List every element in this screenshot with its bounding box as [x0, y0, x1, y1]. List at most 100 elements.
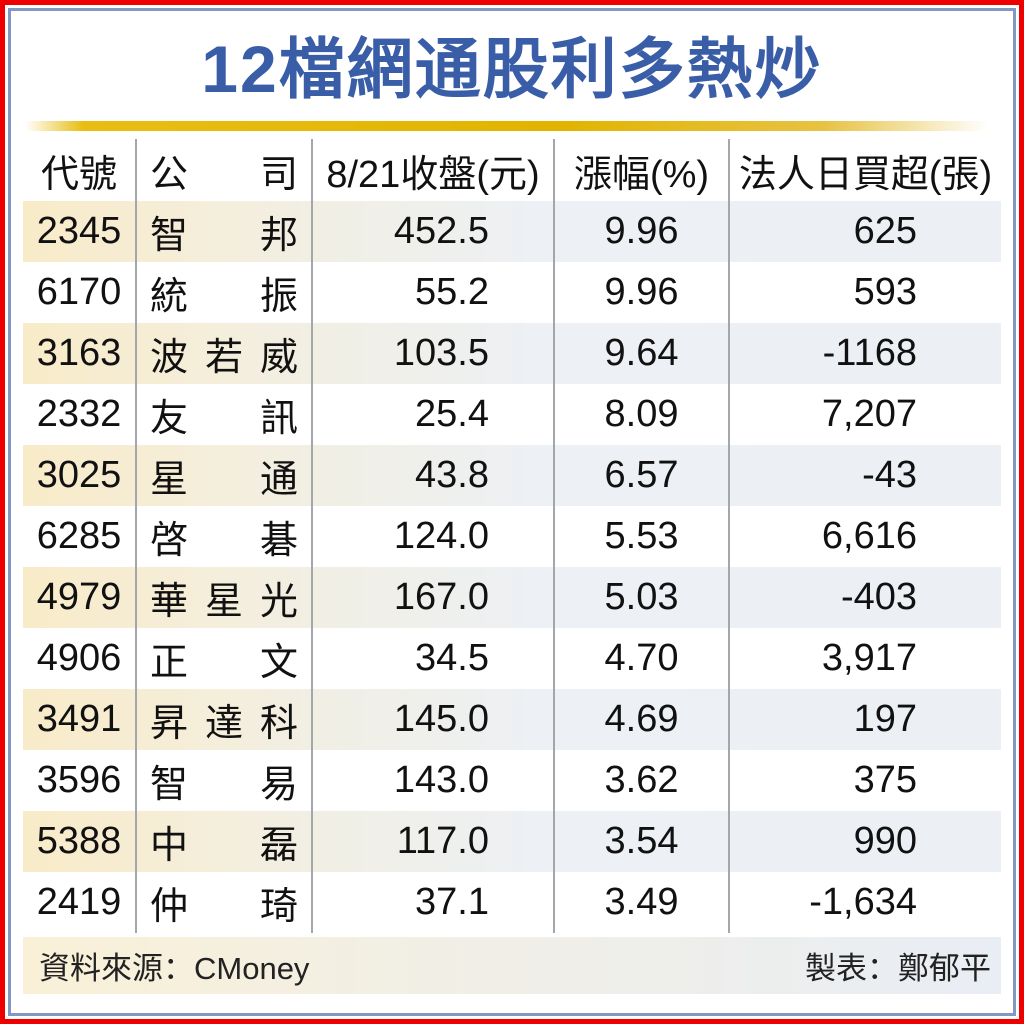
company-name-char: 昇	[150, 703, 189, 745]
inner-frame: 12檔網通股利多熱炒 代號公司 8/21收盤(元) 漲幅(%) 法人日買超(張) 23…	[8, 8, 1016, 1016]
cell-close: 43.8	[313, 445, 555, 506]
cell-code: 5388	[23, 811, 137, 872]
company-name-char: 星	[204, 581, 243, 623]
company-name: 中磊	[137, 814, 311, 869]
company-name: 華星光	[137, 570, 311, 625]
company-name: 仲琦	[137, 875, 311, 930]
cell-netbuy: 7,207	[821, 393, 917, 435]
company-name-char: 易	[259, 764, 298, 806]
company-name: 星通	[137, 448, 311, 503]
cell-close: 167.0	[313, 567, 555, 628]
table-row: 2345 智邦 452.5 9.96 625	[23, 201, 1001, 262]
cell-company: 統振	[137, 262, 313, 323]
company-name-char: 通	[259, 459, 298, 501]
credit-label: 製表：鄭郁平	[805, 951, 991, 986]
chart-title: 12檔網通股利多熱炒	[201, 32, 823, 106]
company-name: 昇達科	[137, 692, 311, 747]
cell-netbuy: -403	[840, 576, 917, 618]
table-row: 5388 中磊 117.0 3.54 990	[23, 811, 1001, 872]
cell-code: 3163	[23, 323, 137, 384]
header-cell-change: 漲幅(%)	[555, 139, 730, 201]
cell-company: 華星光	[137, 567, 313, 628]
cell-code: 2345	[23, 201, 137, 262]
cell-netbuy: 990	[853, 820, 917, 862]
company-name: 智易	[137, 753, 311, 808]
header-cell-netbuy: 法人日買超(張)	[738, 153, 993, 196]
table-footer: 資料來源：CMoney 製表：鄭郁平	[23, 937, 1001, 994]
company-name: 智邦	[137, 204, 311, 259]
company-name: 波若威	[137, 326, 311, 381]
gold-divider	[25, 121, 999, 131]
cell-change: 5.03	[555, 567, 730, 628]
cell-change: 3.49	[555, 872, 730, 933]
header-company: 公司	[137, 143, 311, 198]
cell-close: 103.5	[313, 323, 555, 384]
table-row: 4906 正文 34.5 4.70 3,917	[23, 628, 1001, 689]
company-name-char: 磊	[259, 825, 298, 867]
header-cell-code: 代號	[23, 139, 137, 201]
cell-code: 4906	[23, 628, 137, 689]
cell-close: 143.0	[313, 750, 555, 811]
cell-close: 37.1	[313, 872, 555, 933]
company-name-char: 友	[150, 398, 189, 440]
company-name-char: 統	[150, 276, 189, 318]
cell-close: 55.2	[313, 262, 555, 323]
company-name-char: 智	[150, 764, 189, 806]
stock-table: 代號公司 8/21收盤(元) 漲幅(%) 法人日買超(張) 2345 智邦 452.5 9.…	[23, 139, 1001, 933]
header-company-char: 公	[150, 153, 189, 196]
cell-change: 6.57	[555, 445, 730, 506]
cell-code: 2332	[23, 384, 137, 445]
header-company-char: 司	[259, 153, 298, 196]
cell-change: 8.09	[555, 384, 730, 445]
table-row: 4979 華星光 167.0 5.03 -403	[23, 567, 1001, 628]
company-name-char: 若	[204, 337, 243, 379]
cell-company: 波若威	[137, 323, 313, 384]
cell-code: 3491	[23, 689, 137, 750]
cell-close: 34.5	[313, 628, 555, 689]
cell-company: 友訊	[137, 384, 313, 445]
header-cell-close: 8/21收盤(元)	[313, 139, 555, 201]
cell-code: 6285	[23, 506, 137, 567]
company-name-char: 訊	[259, 398, 298, 440]
cell-company: 星通	[137, 445, 313, 506]
company-name: 啓碁	[137, 509, 311, 564]
cell-company: 智邦	[137, 201, 313, 262]
table-row: 6285 啓碁 124.0 5.53 6,616	[23, 506, 1001, 567]
cell-netbuy: 6,616	[821, 515, 917, 557]
cell-change: 9.96	[555, 201, 730, 262]
company-name-char: 文	[259, 642, 298, 684]
table-body: 2345 智邦 452.5 9.96 625 6170 統振 55.2 9.96 593 3163 波…	[23, 201, 1001, 933]
cell-close: 145.0	[313, 689, 555, 750]
cell-code: 6170	[23, 262, 137, 323]
company-name-char: 振	[259, 276, 298, 318]
table-row: 2419 仲琦 37.1 3.49 -1,634	[23, 872, 1001, 933]
cell-netbuy: 593	[853, 271, 917, 313]
cell-company: 智易	[137, 750, 313, 811]
table-row: 3163 波若威 103.5 9.64 -1168	[23, 323, 1001, 384]
cell-company: 正文	[137, 628, 313, 689]
cell-netbuy: 375	[853, 759, 917, 801]
company-name-char: 達	[204, 703, 243, 745]
company-name-char: 邦	[259, 215, 298, 257]
cell-netbuy: 625	[853, 210, 917, 252]
table-row: 3596 智易 143.0 3.62 375	[23, 750, 1001, 811]
cell-company: 昇達科	[137, 689, 313, 750]
cell-close: 117.0	[313, 811, 555, 872]
cell-netbuy: -43	[862, 454, 917, 496]
cell-company: 中磊	[137, 811, 313, 872]
company-name-char: 波	[150, 337, 189, 379]
table-row: 3025 星通 43.8 6.57 -43	[23, 445, 1001, 506]
cell-code: 4979	[23, 567, 137, 628]
cell-close: 25.4	[313, 384, 555, 445]
table-row: 3491 昇達科 145.0 4.69 197	[23, 689, 1001, 750]
cell-change: 3.54	[555, 811, 730, 872]
cell-company: 仲琦	[137, 872, 313, 933]
table-row: 6170 統振 55.2 9.96 593	[23, 262, 1001, 323]
company-name-char: 仲	[150, 886, 189, 928]
company-name-char: 啓	[150, 520, 189, 562]
company-name-char: 科	[259, 703, 298, 745]
cell-netbuy: -1168	[822, 332, 917, 374]
company-name-char: 琦	[259, 886, 298, 928]
cell-code: 2419	[23, 872, 137, 933]
